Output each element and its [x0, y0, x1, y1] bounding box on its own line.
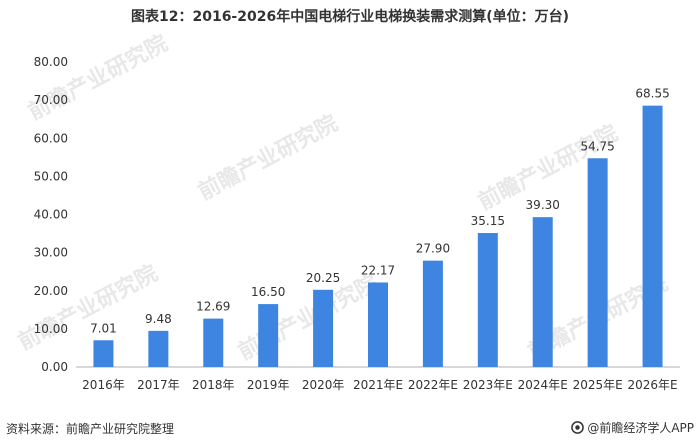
x-tick-label: 2020年 [302, 378, 345, 392]
y-tick-label: 70.00 [34, 93, 68, 107]
data-label: 27.90 [416, 242, 450, 256]
bar [422, 260, 443, 367]
data-label: 22.17 [361, 263, 395, 277]
data-label: 68.55 [635, 87, 669, 101]
data-label: 7.01 [90, 321, 117, 335]
data-label: 39.30 [526, 198, 560, 212]
bar [642, 105, 663, 367]
y-tick-label: 50.00 [34, 169, 68, 183]
y-tick-label: 80.00 [34, 55, 68, 69]
brand-credit: @前瞻经济学人APP [571, 419, 694, 436]
x-tick-label: 2024年E [518, 378, 568, 392]
y-tick-label: 10.00 [34, 322, 68, 336]
brand-logo-icon [571, 421, 585, 434]
data-label: 20.25 [306, 271, 340, 285]
y-tick-label: 60.00 [34, 131, 68, 145]
data-label: 12.69 [196, 300, 230, 314]
y-tick-label: 40.00 [34, 208, 68, 222]
data-label: 16.50 [251, 285, 285, 299]
x-tick-label: 2017年 [137, 378, 180, 392]
bar [203, 318, 224, 367]
bar [313, 289, 334, 367]
x-tick-label: 2016年 [82, 378, 125, 392]
chart-title: 图表12：2016-2026年中国电梯行业电梯换装需求测算(单位：万台) [130, 9, 570, 25]
bar [368, 282, 388, 367]
brand-text: @前瞻经济学人APP [587, 421, 694, 435]
x-tick-label: 2019年 [247, 378, 290, 392]
data-label: 54.75 [580, 139, 614, 153]
x-tick-label: 2023年E [463, 378, 513, 392]
y-tick-label: 30.00 [34, 246, 68, 260]
y-tick-label: 20.00 [34, 284, 68, 298]
bar [532, 217, 553, 367]
source-note: 资料来源：前瞻产业研究院整理 [6, 422, 175, 436]
y-tick-label: 0.00 [41, 360, 68, 374]
bar [477, 232, 498, 367]
x-tick-label: 2025年E [573, 378, 623, 392]
x-tick-label: 2018年 [192, 378, 235, 392]
bar [93, 340, 114, 367]
bar [148, 330, 169, 367]
x-tick-label: 2021年E [353, 378, 403, 392]
x-tick-label: 2026年E [627, 378, 677, 392]
x-tick-label: 2022年E [408, 378, 458, 392]
data-label: 35.15 [471, 214, 505, 228]
bar [587, 158, 608, 367]
bar [258, 304, 279, 367]
data-label: 9.48 [145, 312, 172, 326]
